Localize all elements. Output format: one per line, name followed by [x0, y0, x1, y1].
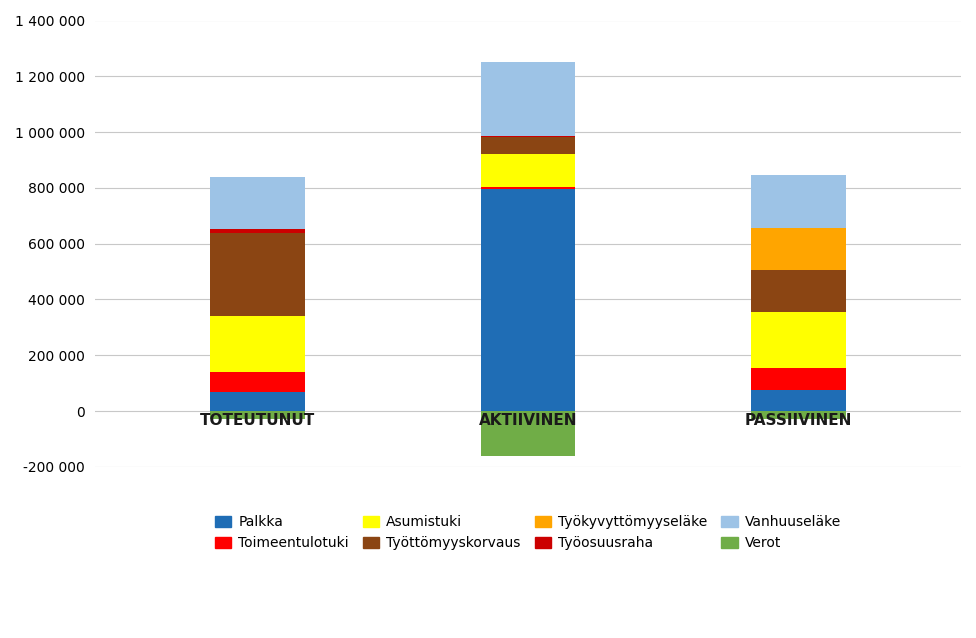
Bar	[752, 271, 846, 312]
Bar	[210, 316, 305, 372]
Bar	[480, 411, 575, 456]
Bar	[210, 392, 305, 411]
Bar	[210, 229, 305, 232]
Text: AKTIIVINEN: AKTIIVINEN	[478, 413, 577, 428]
Bar	[210, 372, 305, 392]
Text: TOTEUTUNUT: TOTEUTUNUT	[200, 413, 315, 428]
Bar	[210, 411, 305, 419]
Legend: Palkka, Toimeentulotuki, Asumistuki, Työttömyyskorvaus, Työkyvyttömyyseläke, Työ: Palkka, Toimeentulotuki, Asumistuki, Työ…	[209, 510, 847, 556]
Bar	[752, 411, 846, 419]
Bar	[752, 228, 846, 271]
Bar	[480, 137, 575, 154]
Bar	[480, 136, 575, 137]
Bar	[752, 390, 846, 411]
Bar	[752, 312, 846, 368]
Bar	[752, 175, 846, 228]
Text: PASSIIVINEN: PASSIIVINEN	[745, 413, 852, 428]
Bar	[752, 368, 846, 390]
Bar	[480, 187, 575, 189]
Bar	[210, 232, 305, 316]
Bar	[480, 63, 575, 136]
Bar	[480, 154, 575, 187]
Bar	[480, 189, 575, 411]
Bar	[210, 177, 305, 229]
